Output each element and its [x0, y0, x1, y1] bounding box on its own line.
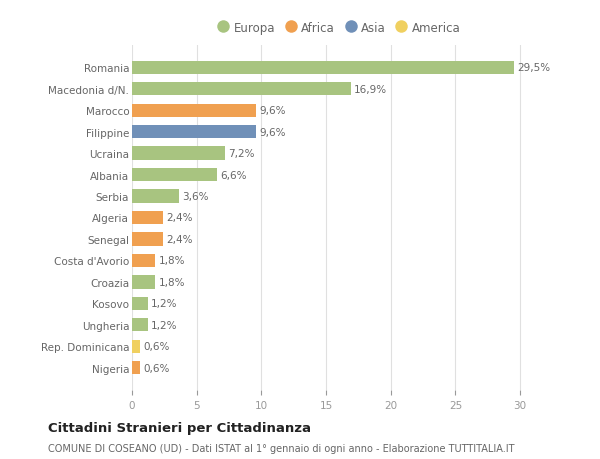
Text: 29,5%: 29,5%	[517, 63, 550, 73]
Bar	[132, 319, 148, 332]
Bar	[132, 340, 140, 353]
Text: 3,6%: 3,6%	[182, 191, 208, 202]
Bar	[132, 126, 256, 139]
Text: 1,8%: 1,8%	[158, 277, 185, 287]
Bar	[132, 233, 163, 246]
Bar	[132, 297, 148, 310]
Text: 9,6%: 9,6%	[259, 128, 286, 137]
Text: 6,6%: 6,6%	[221, 170, 247, 180]
Bar	[132, 83, 350, 96]
Legend: Europa, Africa, Asia, America: Europa, Africa, Asia, America	[212, 17, 466, 40]
Text: COMUNE DI COSEANO (UD) - Dati ISTAT al 1° gennaio di ogni anno - Elaborazione TU: COMUNE DI COSEANO (UD) - Dati ISTAT al 1…	[48, 443, 515, 453]
Text: 0,6%: 0,6%	[143, 341, 169, 352]
Text: 16,9%: 16,9%	[354, 84, 387, 95]
Text: 2,4%: 2,4%	[166, 213, 193, 223]
Bar	[132, 212, 163, 224]
Text: 0,6%: 0,6%	[143, 363, 169, 373]
Bar	[132, 168, 217, 182]
Bar	[132, 254, 155, 268]
Bar	[132, 147, 225, 161]
Bar	[132, 62, 514, 75]
Text: 2,4%: 2,4%	[166, 235, 193, 245]
Text: 1,8%: 1,8%	[158, 256, 185, 266]
Bar	[132, 104, 256, 118]
Bar	[132, 361, 140, 375]
Text: Cittadini Stranieri per Cittadinanza: Cittadini Stranieri per Cittadinanza	[48, 421, 311, 434]
Text: 1,2%: 1,2%	[151, 299, 177, 308]
Bar	[132, 275, 155, 289]
Text: 1,2%: 1,2%	[151, 320, 177, 330]
Bar	[132, 190, 179, 203]
Text: 9,6%: 9,6%	[259, 106, 286, 116]
Text: 7,2%: 7,2%	[229, 149, 255, 159]
